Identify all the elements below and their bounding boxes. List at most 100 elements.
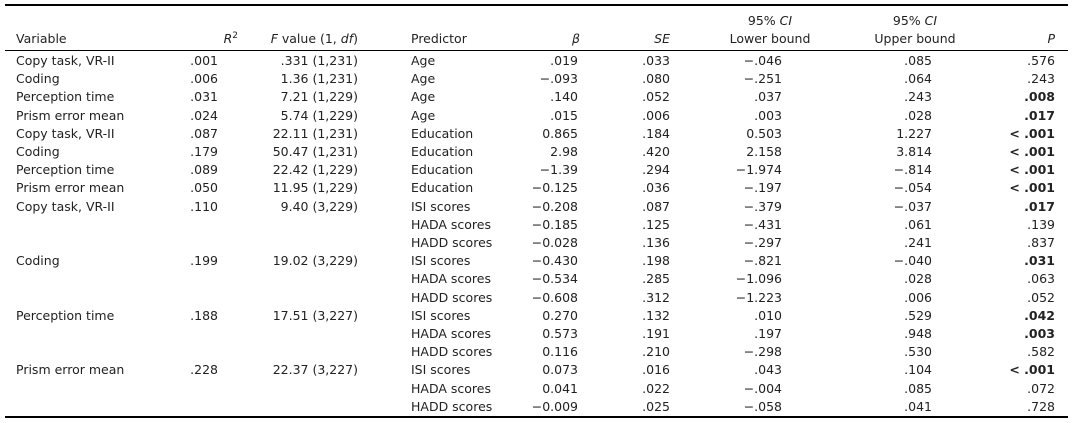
- se-cell: .285: [642, 271, 670, 287]
- f-value-cell: 9.40 (3,229): [280, 198, 358, 214]
- se-cell: .420: [642, 144, 670, 159]
- predictor-cell: HADA scores: [411, 380, 491, 396]
- predictor-cell: HADA scores: [411, 271, 491, 287]
- predictor-cell: Age: [411, 53, 436, 68]
- predictor-cell: HADD scores: [411, 344, 493, 360]
- se-cell: .016: [642, 362, 670, 378]
- se-cell: .036: [642, 180, 670, 196]
- header-ci-lower-top: 95% CI: [747, 13, 793, 28]
- beta-cell: .140: [550, 89, 578, 105]
- se-cell: .210: [642, 344, 670, 360]
- ci-lower-cell: −.431: [743, 216, 782, 232]
- se-cell: .006: [642, 107, 670, 123]
- p-value-cell: .003: [1024, 326, 1055, 341]
- beta-cell: −.093: [539, 71, 578, 87]
- ci-upper-cell: .006: [904, 289, 932, 305]
- ci-lower-cell: −.297: [743, 235, 782, 250]
- header-ci-lower-bottom: Lower bound: [729, 31, 811, 46]
- variable-cell: Coding: [16, 71, 60, 87]
- se-cell: .184: [642, 125, 670, 141]
- beta-cell: −1.39: [539, 162, 578, 178]
- header-variable: Variable: [16, 31, 67, 46]
- ci-upper-cell: .085: [904, 53, 932, 68]
- beta-cell: 0.573: [542, 326, 578, 341]
- r2-cell: .188: [190, 307, 218, 323]
- ci-upper-cell: .028: [904, 107, 932, 123]
- beta-cell: 0.041: [542, 380, 578, 396]
- r2-cell: .024: [190, 107, 218, 123]
- beta-cell: 2.98: [550, 144, 578, 159]
- predictor-cell: ISI scores: [411, 362, 471, 378]
- bottom-rule: [5, 416, 1068, 418]
- ci-upper-cell: .041: [904, 398, 932, 414]
- header-predictor: Predictor: [411, 31, 467, 46]
- ci-upper-cell: .530: [904, 344, 932, 360]
- predictor-cell: Education: [411, 125, 474, 141]
- ci-lower-cell: −1.096: [735, 271, 782, 287]
- header-ci-upper-bottom: Upper bound: [874, 31, 956, 46]
- r2-cell: .006: [190, 71, 218, 87]
- ci-lower-cell: .003: [754, 107, 782, 123]
- p-value-cell: .031: [1024, 253, 1055, 269]
- beta-cell: 0.073: [542, 362, 578, 378]
- beta-cell: 0.865: [542, 125, 578, 141]
- ci-upper-cell: .061: [904, 216, 932, 232]
- header-f-value: F value (1, df): [270, 31, 358, 46]
- ci-lower-cell: −1.974: [735, 162, 782, 178]
- ci-upper-cell: .104: [904, 362, 932, 378]
- f-value-cell: 22.37 (3,227): [272, 362, 358, 378]
- p-value-cell: .017: [1024, 107, 1055, 123]
- top-rule: [5, 4, 1068, 6]
- p-value-cell: .072: [1027, 380, 1055, 396]
- beta-cell: 0.116: [542, 344, 578, 360]
- se-cell: .294: [642, 162, 670, 178]
- variable-cell: Prism error mean: [16, 107, 125, 123]
- r2-cell: .199: [190, 253, 218, 269]
- ci-upper-cell: .948: [904, 326, 932, 341]
- ci-lower-cell: −.821: [743, 253, 782, 269]
- r2-cell: .089: [190, 162, 218, 178]
- p-value-cell: .139: [1027, 216, 1055, 232]
- predictor-cell: ISI scores: [411, 307, 471, 323]
- r2-cell: .087: [190, 125, 218, 141]
- ci-lower-cell: −.379: [743, 198, 782, 214]
- ci-upper-cell: .241: [904, 235, 932, 250]
- r2-cell: .001: [190, 53, 218, 68]
- ci-upper-cell: −.054: [893, 180, 932, 196]
- variable-cell: Coding: [16, 144, 60, 159]
- ci-upper-cell: 1.227: [896, 125, 932, 141]
- p-value-cell: .063: [1027, 271, 1055, 287]
- p-value-cell: .042: [1024, 307, 1055, 323]
- se-cell: .136: [642, 235, 670, 250]
- ci-lower-cell: −.251: [743, 71, 782, 87]
- variable-cell: Copy task, VR-II: [16, 198, 115, 214]
- f-value-cell: 19.02 (3,229): [272, 253, 358, 269]
- header-beta: β: [572, 31, 580, 46]
- se-cell: .025: [642, 398, 670, 414]
- se-cell: .080: [642, 71, 670, 87]
- f-value-cell: 11.95 (1,229): [272, 180, 358, 196]
- ci-upper-cell: −.037: [893, 198, 932, 214]
- variable-cell: Copy task, VR-II: [16, 53, 115, 68]
- p-value-cell: .008: [1024, 89, 1055, 105]
- f-value-cell: 7.21 (1,229): [280, 89, 358, 105]
- beta-cell: −0.125: [531, 180, 578, 196]
- beta-cell: .015: [550, 107, 578, 123]
- r2-cell: .228: [190, 362, 218, 378]
- beta-cell: −0.208: [531, 198, 578, 214]
- variable-cell: Coding: [16, 253, 60, 269]
- predictor-cell: Education: [411, 144, 474, 159]
- ci-lower-cell: −.058: [743, 398, 782, 414]
- se-cell: .191: [642, 326, 670, 341]
- predictor-cell: ISI scores: [411, 253, 471, 269]
- p-value-cell: < .001: [1009, 144, 1055, 159]
- se-cell: .132: [642, 307, 670, 323]
- beta-cell: −0.028: [531, 235, 578, 250]
- variable-cell: Prism error mean: [16, 362, 125, 378]
- ci-lower-cell: −1.223: [735, 289, 782, 305]
- p-value-cell: < .001: [1009, 362, 1055, 378]
- beta-cell: −0.185: [531, 216, 578, 232]
- f-value-cell: 5.74 (1,229): [280, 107, 358, 123]
- r2-cell: .050: [190, 180, 218, 196]
